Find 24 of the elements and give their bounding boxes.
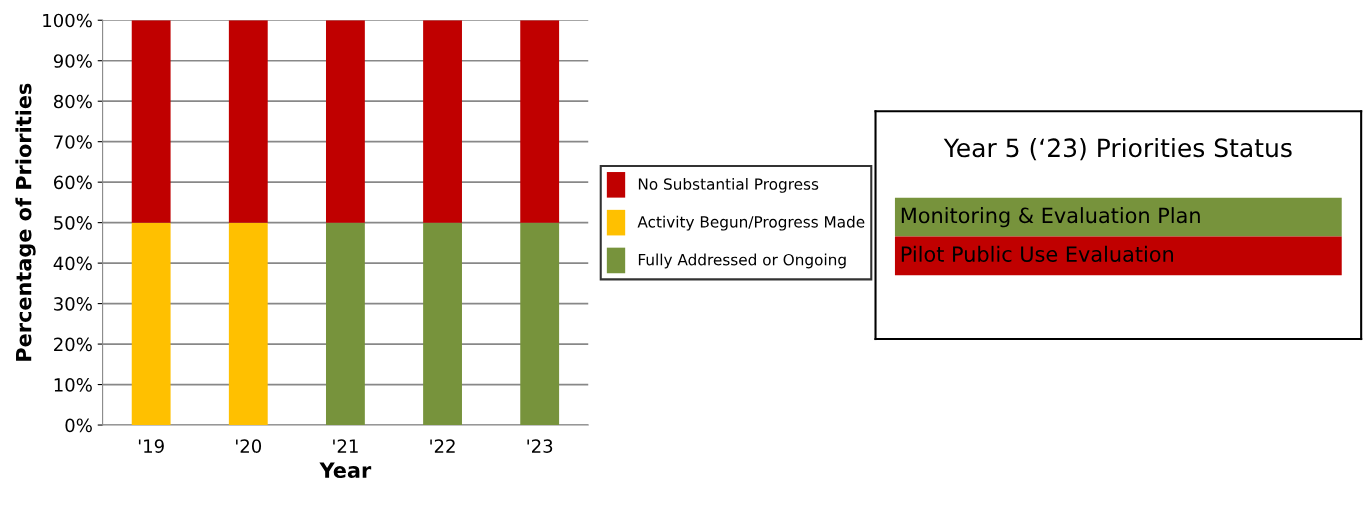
- x-tick-label: '23: [527, 439, 553, 453]
- y-tick-label: 90%: [53, 54, 92, 68]
- legend-label: Fully Addressed or Ongoing: [638, 253, 846, 269]
- y-tick-label: 40%: [53, 256, 92, 271]
- y-tick-label: 100%: [43, 13, 92, 28]
- x-tick-label: '20: [236, 439, 262, 453]
- x-axis-title: Year: [319, 462, 372, 479]
- y-tick-label: 70%: [54, 135, 92, 149]
- y-tick-label: 30%: [54, 297, 92, 311]
- category-label: Monitoring & Evaluation Plan: [901, 207, 1200, 228]
- y-tick-label: 10%: [54, 378, 92, 392]
- x-tick-label: '21: [333, 439, 358, 453]
- text: Year 5 (‘23) Priorities Status: [943, 137, 1292, 161]
- y-tick-label: 0%: [65, 418, 92, 433]
- y-tick-label: 80%: [53, 94, 92, 109]
- y-tick-label: 50%: [54, 216, 92, 230]
- x-tick-label: '22: [430, 439, 455, 453]
- legend-label: No Substantial Progress: [638, 177, 819, 193]
- x-tick-label: '19: [138, 439, 164, 453]
- y-axis-title: Percentage of Priorities: [15, 83, 36, 361]
- category-label: Pilot Public Use Evaluation: [901, 245, 1173, 262]
- legend-label: Activity Begun/Progress Made: [637, 215, 865, 231]
- y-tick-label: 60%: [54, 175, 92, 190]
- y-tick-label: 20%: [54, 337, 92, 352]
